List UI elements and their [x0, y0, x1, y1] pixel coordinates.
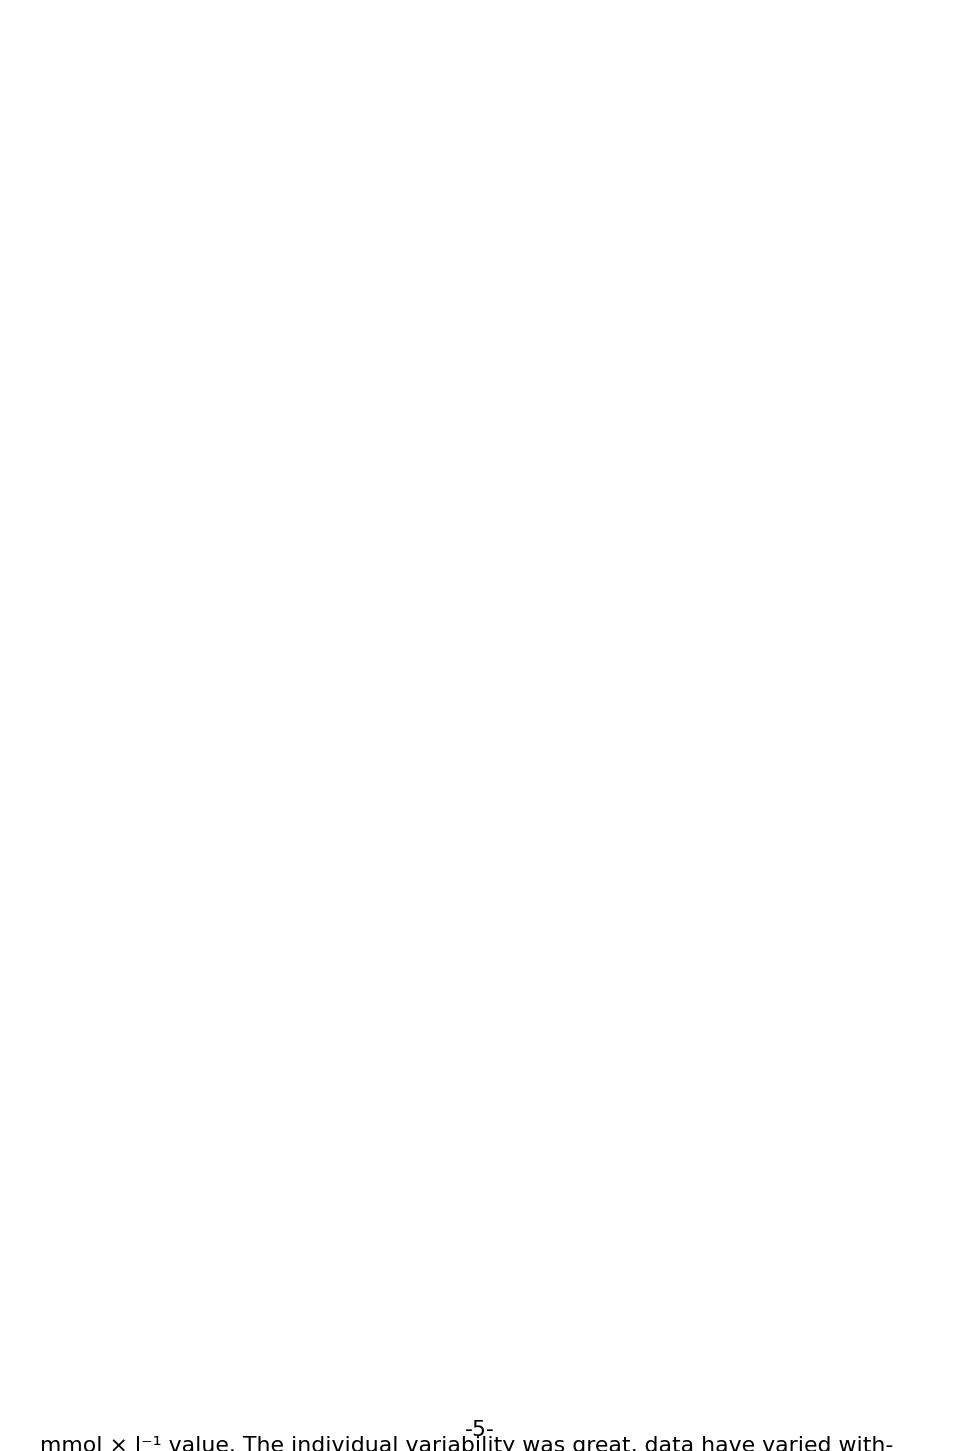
Text: -5-: -5- [465, 1421, 495, 1439]
Text: mmol × l⁻¹ value. The individual variability was great, data have varied with-: mmol × l⁻¹ value. The individual variabi… [40, 1436, 894, 1451]
